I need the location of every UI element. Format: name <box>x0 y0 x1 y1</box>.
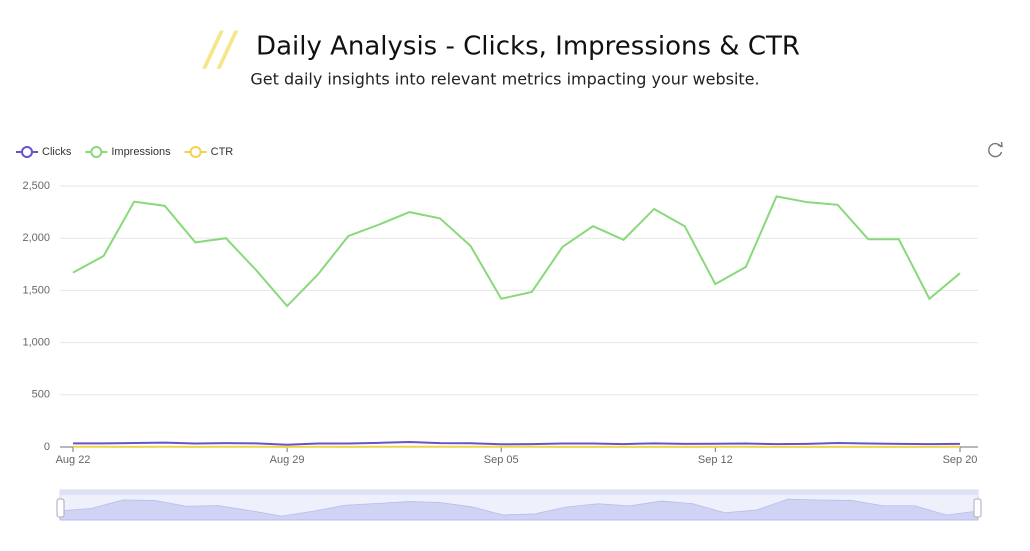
legend-label: Clicks <box>42 146 72 158</box>
legend-item[interactable]: CTR <box>185 146 234 158</box>
legend-marker <box>191 147 201 157</box>
y-tick-label: 2,500 <box>22 180 50 192</box>
y-tick-label: 0 <box>44 441 50 453</box>
legend-item[interactable]: Impressions <box>85 146 171 158</box>
y-tick-label: 1,000 <box>22 337 50 349</box>
legend-item[interactable]: Clicks <box>16 146 72 158</box>
x-tick-label: Aug 29 <box>270 454 305 466</box>
y-tick-label: 1,500 <box>22 284 50 296</box>
x-tick-label: Sep 20 <box>943 454 978 466</box>
chart-subtitle: Get daily insights into relevant metrics… <box>250 70 759 89</box>
x-tick-label: Sep 05 <box>484 454 519 466</box>
legend-marker <box>91 147 101 157</box>
line-series <box>73 196 960 306</box>
x-tick-label: Aug 22 <box>56 454 91 466</box>
legend-label: CTR <box>211 146 234 158</box>
legend-marker <box>22 147 32 157</box>
refresh-button[interactable] <box>989 142 1002 157</box>
data-zoom-handle-bar[interactable] <box>60 490 978 495</box>
x-tick-label: Sep 12 <box>698 454 733 466</box>
line-series <box>73 442 960 445</box>
data-zoom-handle[interactable] <box>57 499 64 517</box>
chart-title: Daily Analysis - Clicks, Impressions & C… <box>256 32 800 62</box>
data-zoom-handle[interactable] <box>974 499 981 517</box>
legend-label: Impressions <box>111 146 171 158</box>
decoration: // <box>202 22 238 80</box>
y-tick-label: 500 <box>32 389 50 401</box>
y-tick-label: 2,000 <box>22 232 50 244</box>
